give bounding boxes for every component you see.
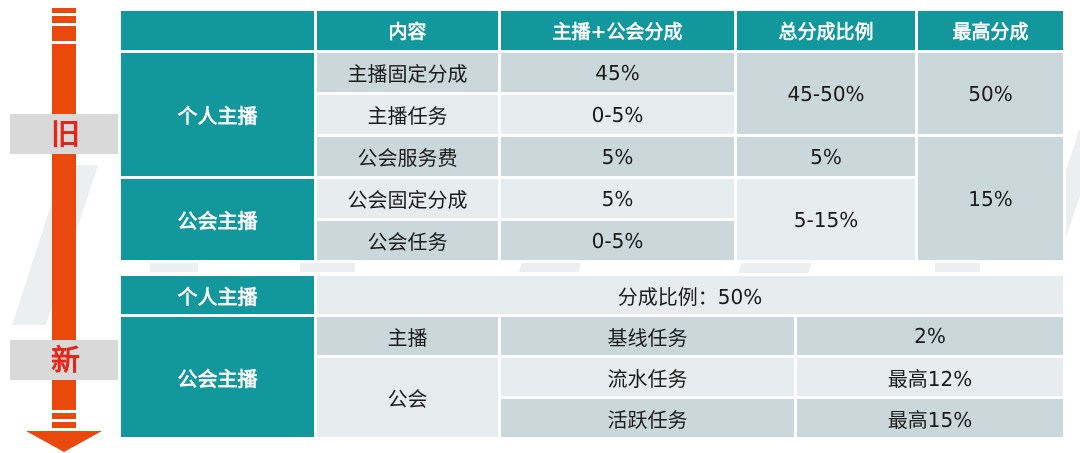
table-row: 公会任务 0-5% — [120, 218, 1065, 263]
arrow-dash — [52, 413, 76, 419]
cell-content: 公会任务 — [314, 218, 501, 263]
cell-split: 5% — [498, 176, 737, 221]
header-max-split: 最高分成 — [915, 8, 1066, 53]
cell-task: 流水任务 — [498, 355, 797, 399]
cell-role: 主播 — [314, 314, 501, 358]
table-row: 公会主播 公会固定分成 5% 5-15% — [118, 176, 1065, 263]
arrow-head-icon — [26, 431, 102, 452]
old-phase-label: 旧 — [10, 114, 121, 154]
old-phase-text: 旧 — [50, 116, 80, 151]
cell-total-ratio: 5-15% — [734, 176, 918, 263]
cell-total-ratio: 5% — [734, 134, 918, 179]
table-row: 公会 流水任务 最高12% — [120, 355, 1066, 440]
header-row: 内容 主播+公会分成 总分成比例 最高分成 — [118, 8, 1066, 53]
group-guild-anchor: 公会主播 — [118, 314, 317, 440]
header-content: 内容 — [314, 8, 501, 53]
new-policy-table: 个人主播 分成比例：50% 公会主播 主播 基线任务 2% 公会 流水任务 最高… — [118, 273, 1066, 440]
table-row: 个人主播 分成比例：50% — [118, 273, 1066, 317]
cell-value: 2% — [794, 314, 1066, 358]
cell-content: 主播任务 — [314, 92, 501, 137]
table-row: 活跃任务 最高15% — [120, 396, 1066, 440]
cell-value: 最高15% — [794, 396, 1066, 440]
watermark-fragment — [935, 262, 980, 272]
cell-split-ratio-note: 分成比例：50% — [314, 273, 1066, 317]
cell-max-split: 50% — [915, 50, 1066, 137]
cell-task: 活跃任务 — [498, 396, 797, 440]
cell-max-split: 15% — [915, 134, 1066, 263]
new-phase-text: 新 — [50, 342, 80, 377]
cell-content: 公会固定分成 — [314, 176, 501, 221]
watermark-fragment — [518, 262, 582, 272]
watermark-fragment — [738, 262, 812, 273]
arrow-dash — [52, 26, 76, 41]
cell-content: 公会服务费 — [314, 134, 501, 179]
arrow-dash — [52, 8, 76, 13]
header-total-split-ratio: 总分成比例 — [734, 8, 918, 53]
header-blank — [118, 8, 317, 53]
header-anchor-guild-split: 主播+公会分成 — [498, 8, 737, 53]
arrow-dash — [52, 16, 76, 23]
cell-split: 0-5% — [498, 218, 737, 263]
group-personal-anchor: 个人主播 — [118, 50, 317, 179]
cell-task: 基线任务 — [498, 314, 797, 358]
watermark-fragment — [300, 262, 355, 272]
cell-value: 最高12% — [794, 355, 1066, 399]
new-phase-label: 新 — [10, 340, 121, 380]
group-guild-anchor: 公会主播 — [118, 176, 317, 263]
watermark-fragment — [150, 262, 198, 272]
cell-total-ratio: 45-50% — [734, 50, 918, 137]
cell-role: 公会 — [314, 355, 501, 440]
old-policy-table: 内容 主播+公会分成 总分成比例 最高分成 个人主播 主播固定分成 45% 45… — [118, 8, 1066, 263]
group-personal-anchor: 个人主播 — [118, 273, 317, 317]
cell-split: 0-5% — [498, 92, 737, 137]
table-row: 主播任务 0-5% — [120, 92, 1065, 137]
table-row: 公会服务费 5% 5% 15% — [120, 134, 1066, 263]
cell-split: 5% — [498, 134, 737, 179]
arrow-dash — [52, 422, 76, 428]
table-row: 公会主播 主播 基线任务 2% — [118, 314, 1066, 440]
cell-content: 主播固定分成 — [314, 50, 501, 95]
table-row: 个人主播 主播固定分成 45% 45-50% 50% — [118, 50, 1066, 179]
cell-split: 45% — [498, 50, 737, 95]
